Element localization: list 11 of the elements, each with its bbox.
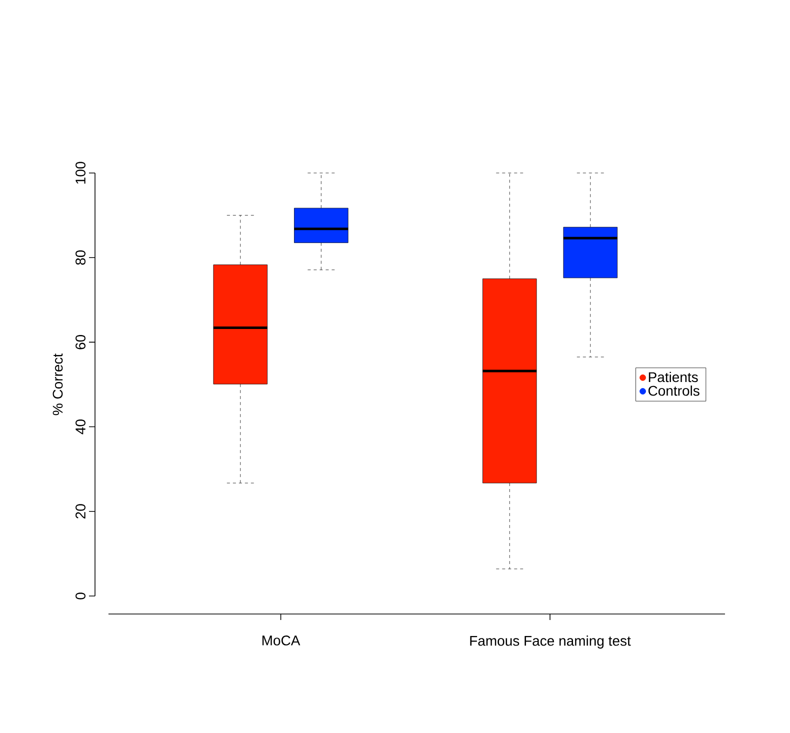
y-tick-label: 40 (76, 420, 86, 434)
legend-label: Patients (648, 372, 698, 382)
y-tick-label: 20 (76, 504, 86, 518)
legend-label: Controls (648, 385, 700, 396)
y-tick-label: 80 (76, 250, 86, 265)
y-tick-label: 60 (76, 334, 86, 350)
y-axis-title: % Correct (52, 353, 63, 416)
y-tick-label: 0 (76, 592, 86, 600)
y-tick-label: 100 (76, 162, 86, 184)
x-tick-label: MoCA (262, 636, 300, 646)
x-tick-label: Famous Face naming test (470, 636, 631, 649)
